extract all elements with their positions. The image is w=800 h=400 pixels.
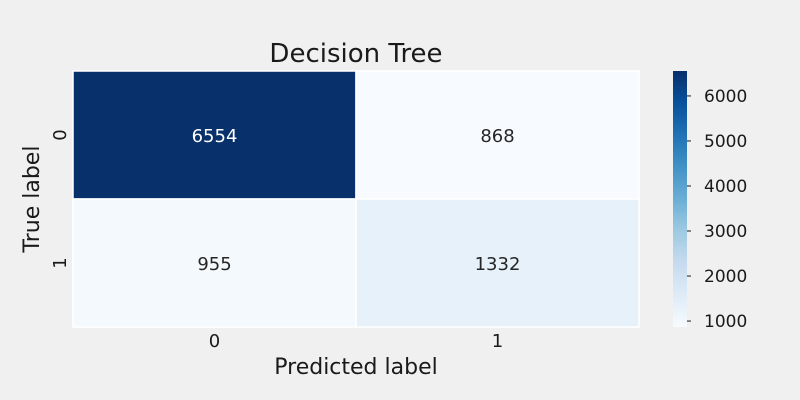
colorbar-tick-label: 5000	[704, 132, 747, 152]
y-tick-labels: 01	[50, 129, 71, 268]
chart-title: Decision Tree	[269, 39, 442, 69]
heatmap-cell	[355, 70, 640, 200]
colorbar-tick-label: 6000	[704, 87, 747, 107]
colorbar-tick-label: 3000	[704, 222, 747, 242]
colorbar	[673, 71, 687, 327]
cell-value-label: 6554	[192, 126, 238, 147]
x-tick-label: 1	[492, 331, 503, 352]
y-tick-label: 0	[50, 129, 71, 140]
x-tick-label: 0	[209, 331, 220, 352]
cell-value-label: 868	[480, 126, 514, 147]
colorbar-ticks: 1000 2000 3000 4000 5000 6000	[687, 87, 747, 332]
colorbar-tick-label: 2000	[704, 267, 747, 287]
colorbar-tick-label: 1000	[704, 312, 747, 332]
heatmap-cell	[355, 198, 640, 328]
cell-value-label: 955	[197, 254, 231, 275]
heatmap-cells: 6554 868 955 1332	[72, 70, 640, 328]
y-axis-label: True label	[20, 146, 45, 254]
x-axis-label: Predicted label	[274, 355, 437, 380]
heatmap-cell	[72, 198, 357, 328]
heatmap-cell	[72, 70, 357, 200]
y-tick-label: 1	[50, 257, 71, 268]
cell-value-label: 1332	[475, 254, 521, 275]
colorbar-tick-label: 4000	[704, 177, 747, 197]
